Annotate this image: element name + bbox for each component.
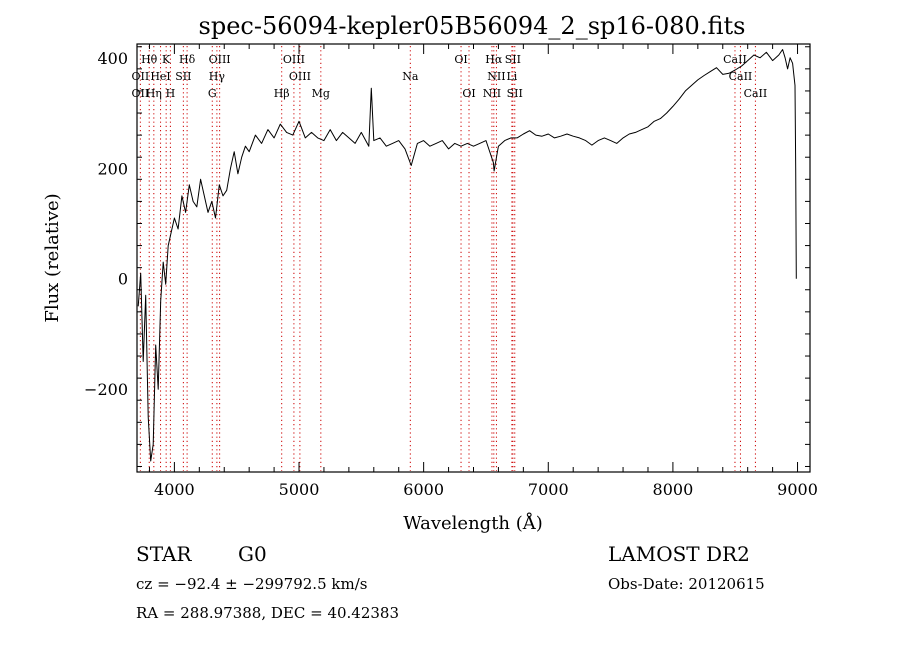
marker-label-5: OI [454,53,467,66]
marker-label-27: CaII [744,87,768,100]
x-tick-label: 6000 [403,480,444,499]
marker-label-9: OII [132,70,150,83]
plot-frame [136,43,811,473]
x-tick-label: 7000 [528,480,569,499]
x-tick-label: 8000 [653,480,694,499]
spectrum-line-0 [137,49,797,462]
chart-title: spec-56094-kepler05B56094_2_sp16-080.fit… [199,12,746,40]
marker-label-1: K [162,53,171,66]
obs-date-text: Obs-Date: 20120615 [608,575,765,593]
marker-label-13: OIII [289,70,311,83]
spectrum-series [137,49,797,462]
subclass-label: G0 [238,542,267,566]
marker-label-12: Hγ [209,70,226,83]
redshift-text: cz = −92.4 ± −299792.5 km/s [136,575,368,593]
marker-label-7: SII [505,53,521,66]
spectral-line-markers [139,46,756,471]
marker-label-23: Mg [312,87,330,100]
marker-label-4: OIII [283,53,305,66]
y-axis-ticks: −200 0 200 400 [84,46,810,467]
marker-label-26: SII [507,87,523,100]
y-tick-label: 400 [97,49,128,68]
marker-label-14: Na [402,70,419,83]
x-tick-label: 9000 [777,480,818,499]
coordinates-text: RA = 288.97388, DEC = 40.42383 [136,604,400,622]
x-tick-label: 5000 [279,480,320,499]
y-tick-label: −200 [84,380,128,399]
x-axis-label: Wavelength (Å) [403,512,543,534]
survey-label: LAMOST DR2 [608,542,750,566]
marker-label-21: G [208,87,217,100]
marker-label-20: H [166,87,176,100]
marker-label-24: OI [462,87,475,100]
x-tick-label: 4000 [154,480,195,499]
marker-label-18: OII [132,87,150,100]
marker-label-25: NII [483,87,501,100]
marker-label-8: CaII [723,53,747,66]
marker-label-17: CaII [729,70,753,83]
marker-label-15: NII [487,70,505,83]
marker-label-22: Hβ [274,87,290,100]
marker-label-10: HeI [150,70,170,83]
y-axis-label: Flux (relative) [42,193,63,322]
marker-label-19: Hη [146,87,162,100]
y-tick-label: 0 [118,270,128,289]
marker-label-6: Hα [485,53,503,66]
marker-label-0: Hθ [141,53,158,66]
x-axis-ticks: 4000 5000 6000 7000 8000 9000 [148,44,818,499]
marker-label-3: OIII [209,53,231,66]
marker-label-11: SII [175,70,191,83]
marker-label-2: Hδ [179,53,196,66]
marker-label-16: Li [506,70,517,83]
class-label: STAR [136,542,192,566]
y-tick-label: 200 [97,159,128,178]
